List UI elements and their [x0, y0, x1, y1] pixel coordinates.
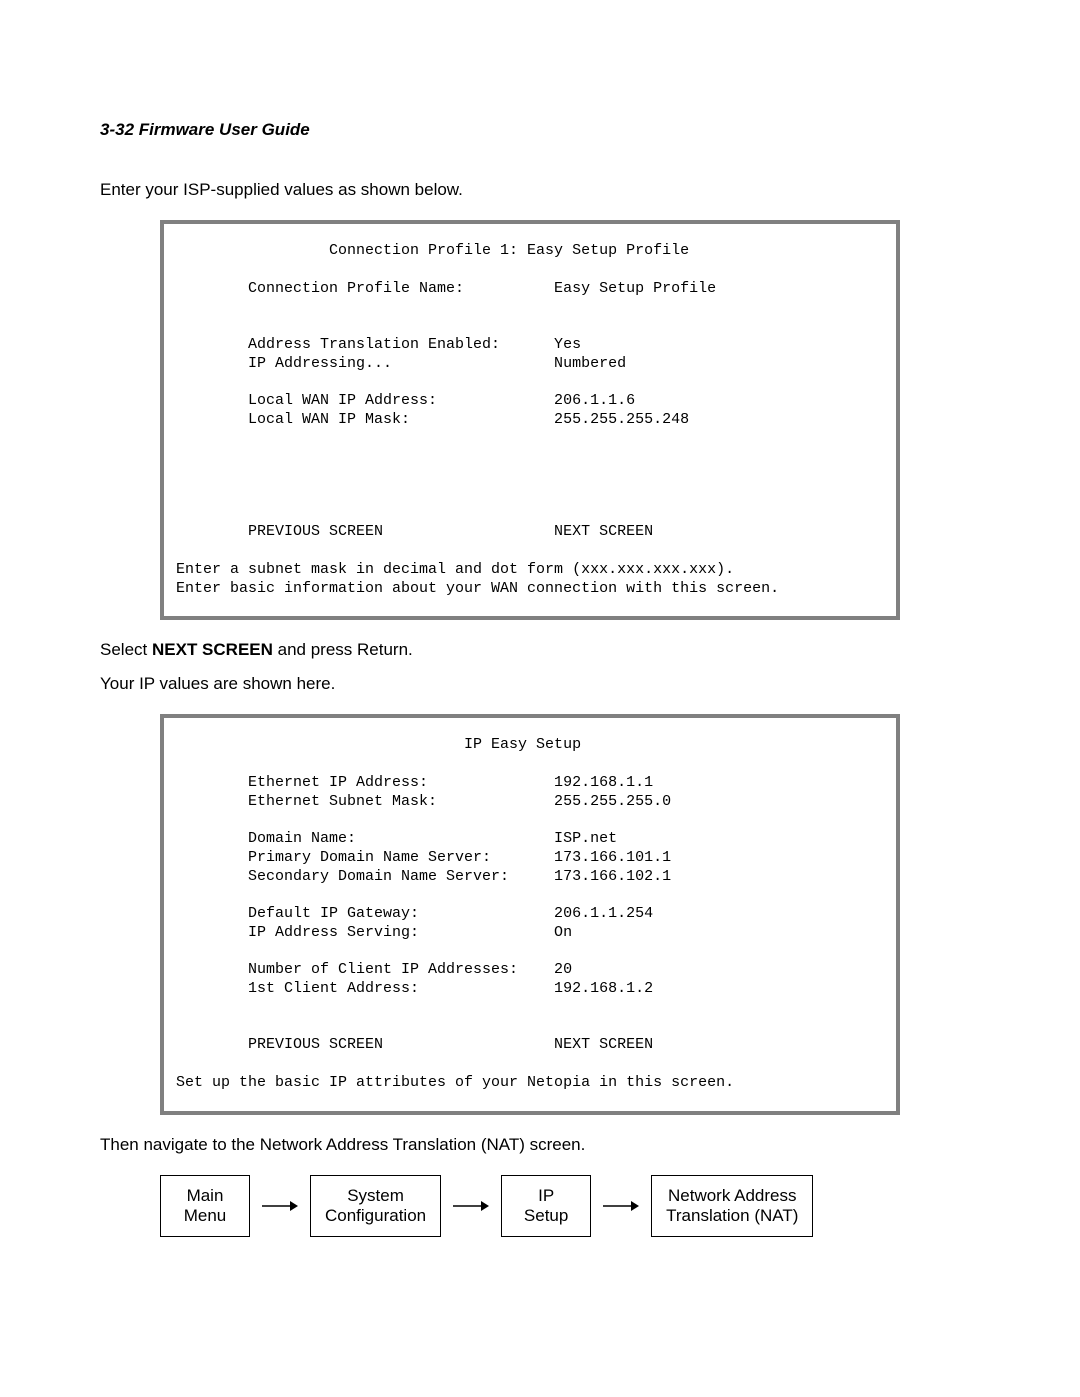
nav-flow: MainMenu SystemConfiguration IPSetup Networ…: [160, 1175, 980, 1238]
nav-box: IPSetup: [501, 1175, 591, 1238]
nav-box: SystemConfiguration: [310, 1175, 441, 1238]
intro-text: Enter your ISP-supplied values as shown …: [100, 180, 980, 200]
mid-text-suffix: and press Return.: [273, 640, 413, 659]
nav-box: Network AddressTranslation (NAT): [651, 1175, 813, 1238]
mid-text-prefix: Select: [100, 640, 152, 659]
nav-arrow-icon: [603, 1199, 639, 1213]
terminal-content-2: IP Easy Setup Ethernet IP Address: 192.1…: [176, 736, 884, 1092]
nav-arrow-icon: [453, 1199, 489, 1213]
mid-text-2: Your IP values are shown here.: [100, 674, 980, 694]
document-page: 3-32 Firmware User Guide Enter your ISP-…: [0, 0, 1080, 1397]
terminal-screen-1: Connection Profile 1: Easy Setup Profile…: [160, 220, 900, 620]
terminal-content-1: Connection Profile 1: Easy Setup Profile…: [176, 242, 884, 598]
mid-text-bold: NEXT SCREEN: [152, 640, 273, 659]
mid-text-1: Select NEXT SCREEN and press Return.: [100, 640, 980, 660]
terminal-screen-2: IP Easy Setup Ethernet IP Address: 192.1…: [160, 714, 900, 1114]
page-header: 3-32 Firmware User Guide: [100, 120, 980, 140]
post-text: Then navigate to the Network Address Tra…: [100, 1135, 980, 1155]
nav-box: MainMenu: [160, 1175, 250, 1238]
nav-arrow-icon: [262, 1199, 298, 1213]
